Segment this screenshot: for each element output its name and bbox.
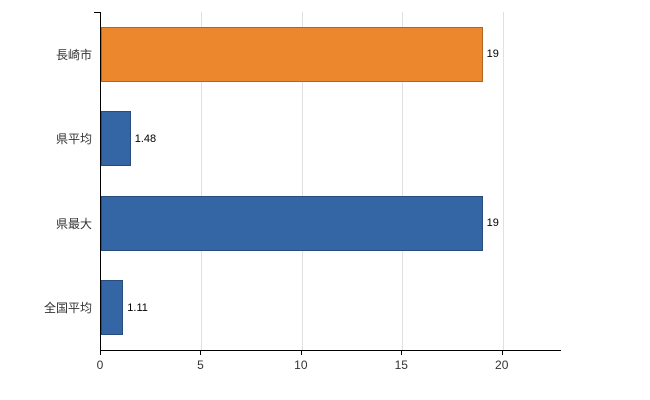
x-axis-tick-label: 15 bbox=[394, 358, 408, 372]
value-label: 19 bbox=[486, 217, 499, 230]
category-label: 県平均 bbox=[55, 132, 92, 147]
bars-layer: 長崎市 19 県平均 1.48 県最大 19 全国平均 1.11 bbox=[44, 12, 561, 351]
value-label: 1.48 bbox=[134, 132, 157, 145]
bar-row: 長崎市 19 bbox=[56, 12, 561, 97]
y-axis-top-tick bbox=[94, 12, 100, 13]
x-axis-tick-label: 5 bbox=[197, 358, 204, 372]
value-label: 1.11 bbox=[127, 301, 148, 314]
value-label: 19 bbox=[486, 48, 499, 61]
category-label: 県最大 bbox=[55, 216, 92, 231]
gridline bbox=[301, 12, 303, 350]
x-axis-tick-label: 0 bbox=[96, 358, 104, 372]
gridline bbox=[201, 12, 203, 350]
x-axis: 0 5 10 15 20 bbox=[96, 350, 560, 382]
bar bbox=[101, 111, 131, 167]
category-label: 長崎市 bbox=[55, 47, 92, 62]
gridline bbox=[502, 12, 504, 350]
gridline bbox=[402, 12, 404, 350]
x-axis-tick bbox=[100, 350, 101, 355]
x-axis-tick bbox=[501, 350, 503, 355]
bar bbox=[101, 195, 483, 251]
bar-row: 全国平均 1.11 bbox=[44, 266, 561, 351]
category-label: 全国平均 bbox=[43, 301, 92, 316]
x-axis-tick bbox=[401, 350, 403, 355]
x-axis-tick-label: 10 bbox=[294, 358, 308, 372]
plot-area: 長崎市 19 県平均 1.48 県最大 19 全国平均 1.11 bbox=[44, 12, 561, 351]
x-axis-tick bbox=[300, 350, 302, 355]
bar-row: 県最大 19 bbox=[56, 181, 561, 266]
x-axis-tick bbox=[200, 350, 202, 355]
bar-row: 県平均 1.48 bbox=[56, 97, 561, 182]
bar bbox=[101, 26, 483, 82]
bar bbox=[101, 280, 124, 336]
x-axis-tick-label: 20 bbox=[495, 358, 509, 372]
